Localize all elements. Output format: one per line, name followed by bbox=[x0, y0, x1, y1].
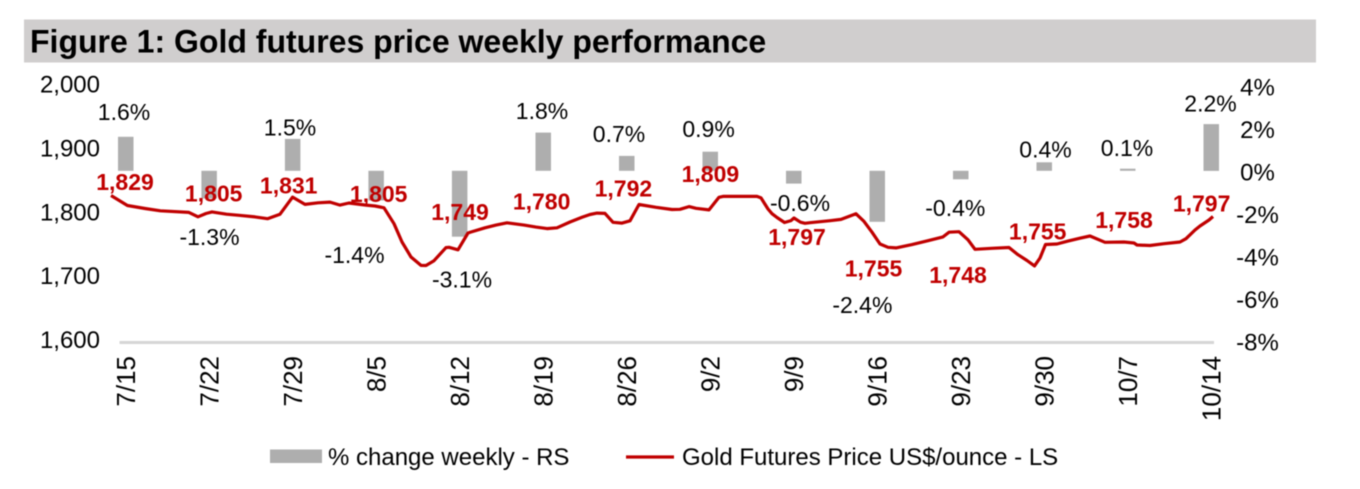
svg-text:9/9: 9/9 bbox=[779, 356, 809, 392]
svg-text:-0.4%: -0.4% bbox=[925, 195, 985, 221]
svg-text:7/15: 7/15 bbox=[111, 356, 141, 407]
svg-text:1.8%: 1.8% bbox=[516, 98, 568, 124]
svg-text:1,797: 1,797 bbox=[1173, 190, 1231, 216]
svg-text:1,829: 1,829 bbox=[96, 169, 154, 195]
svg-text:Figure 1: Gold futures price w: Figure 1: Gold futures price weekly perf… bbox=[30, 24, 766, 60]
svg-text:4%: 4% bbox=[1240, 74, 1275, 101]
svg-text:8/26: 8/26 bbox=[612, 356, 642, 407]
svg-text:-0.6%: -0.6% bbox=[770, 190, 830, 216]
svg-text:10/14: 10/14 bbox=[1197, 356, 1227, 421]
svg-text:-8%: -8% bbox=[1236, 329, 1279, 356]
svg-text:1,780: 1,780 bbox=[513, 188, 571, 214]
svg-text:1,800: 1,800 bbox=[40, 199, 100, 226]
svg-text:1.6%: 1.6% bbox=[98, 99, 150, 125]
svg-text:-3.1%: -3.1% bbox=[432, 267, 492, 293]
svg-text:Gold Futures Price US$/ounce -: Gold Futures Price US$/ounce - LS bbox=[682, 444, 1058, 471]
svg-text:1,797: 1,797 bbox=[768, 224, 826, 250]
svg-text:9/2: 9/2 bbox=[696, 356, 726, 392]
svg-text:7/29: 7/29 bbox=[278, 356, 308, 407]
svg-text:1,748: 1,748 bbox=[929, 262, 987, 288]
svg-text:2,000: 2,000 bbox=[40, 72, 100, 99]
svg-text:9/16: 9/16 bbox=[863, 356, 893, 407]
svg-text:-2%: -2% bbox=[1236, 202, 1279, 229]
svg-text:1,792: 1,792 bbox=[595, 175, 653, 201]
svg-text:2.2%: 2.2% bbox=[1184, 90, 1236, 116]
svg-text:1,805: 1,805 bbox=[185, 181, 243, 207]
svg-text:9/23: 9/23 bbox=[946, 356, 976, 407]
svg-text:8/12: 8/12 bbox=[445, 356, 475, 407]
svg-text:-1.4%: -1.4% bbox=[324, 242, 384, 268]
svg-text:10/7: 10/7 bbox=[1113, 356, 1143, 407]
svg-text:1,755: 1,755 bbox=[845, 256, 903, 282]
svg-text:1,755: 1,755 bbox=[1009, 219, 1067, 245]
svg-text:1,758: 1,758 bbox=[1095, 207, 1153, 233]
svg-text:7/22: 7/22 bbox=[195, 356, 225, 407]
svg-text:0.7%: 0.7% bbox=[593, 121, 645, 147]
svg-text:-4%: -4% bbox=[1236, 244, 1279, 271]
svg-text:8/5: 8/5 bbox=[362, 356, 392, 392]
svg-text:-1.3%: -1.3% bbox=[179, 224, 239, 250]
svg-text:9/30: 9/30 bbox=[1030, 356, 1060, 407]
svg-text:-6%: -6% bbox=[1236, 287, 1279, 314]
svg-text:2%: 2% bbox=[1240, 117, 1275, 144]
svg-text:0.4%: 0.4% bbox=[1019, 136, 1071, 162]
svg-text:1,700: 1,700 bbox=[40, 263, 100, 290]
svg-text:0.9%: 0.9% bbox=[682, 116, 734, 142]
svg-text:1,749: 1,749 bbox=[431, 199, 489, 225]
svg-text:1,900: 1,900 bbox=[40, 136, 100, 163]
svg-text:1,805: 1,805 bbox=[350, 181, 408, 207]
svg-text:1.5%: 1.5% bbox=[264, 115, 316, 141]
svg-text:8/19: 8/19 bbox=[529, 356, 559, 407]
svg-text:0.1%: 0.1% bbox=[1101, 135, 1153, 161]
svg-text:0%: 0% bbox=[1240, 159, 1275, 186]
svg-text:% change weekly - RS: % change weekly - RS bbox=[328, 444, 569, 471]
svg-text:-2.4%: -2.4% bbox=[832, 292, 892, 318]
svg-text:1,831: 1,831 bbox=[260, 173, 318, 199]
svg-text:1,809: 1,809 bbox=[682, 161, 740, 187]
svg-text:1,600: 1,600 bbox=[40, 327, 100, 354]
